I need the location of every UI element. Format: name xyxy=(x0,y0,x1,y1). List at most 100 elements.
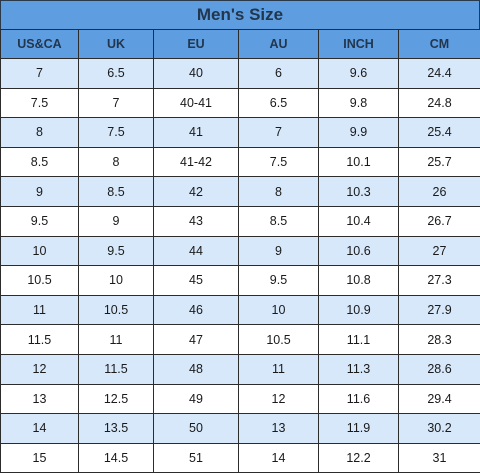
cell-eu: 41 xyxy=(153,117,239,148)
cell-au: 9 xyxy=(238,235,319,267)
cell-us-ca: 10 xyxy=(0,235,79,267)
cell-inch: 11.9 xyxy=(318,413,399,444)
column-header-eu: EU xyxy=(153,29,239,59)
table-row: 12 11.5 48 11 11.3 28.6 xyxy=(0,353,480,385)
chart-title: Men's Size xyxy=(196,5,284,24)
cell-inch: 9.6 xyxy=(318,58,399,89)
cell-cm: 31 xyxy=(398,442,480,473)
cell-uk: 8.5 xyxy=(78,176,154,207)
cell-au: 6 xyxy=(238,58,319,89)
header-row: US&CA UK EU AU INCH CM xyxy=(0,29,480,59)
cell-inch: 10.1 xyxy=(318,146,399,178)
table-row: 11 10.5 46 10 10.9 27.9 xyxy=(0,294,480,326)
cell-au: 8 xyxy=(238,176,319,207)
cell-eu: 40-41 xyxy=(153,87,239,119)
cell-eu: 46 xyxy=(153,294,239,326)
cell-uk: 13.5 xyxy=(78,413,154,444)
cell-eu: 41-42 xyxy=(153,146,239,178)
cell-uk: 7 xyxy=(78,87,154,119)
cell-au: 11 xyxy=(238,353,319,385)
title-bar: Men's Size xyxy=(0,0,480,29)
cell-au: 14 xyxy=(238,442,319,473)
cell-uk: 10 xyxy=(78,265,154,296)
cell-cm: 27.9 xyxy=(398,294,480,326)
cell-us-ca: 7.5 xyxy=(0,87,79,119)
cell-inch: 11.3 xyxy=(318,353,399,385)
cell-us-ca: 14 xyxy=(0,413,79,444)
cell-eu: 50 xyxy=(153,413,239,444)
cell-inch: 11.6 xyxy=(318,383,399,415)
cell-us-ca: 10.5 xyxy=(0,265,79,296)
cell-inch: 12.2 xyxy=(318,442,399,473)
cell-eu: 43 xyxy=(153,205,239,237)
column-header-inch: INCH xyxy=(318,29,399,59)
cell-au: 6.5 xyxy=(238,87,319,119)
cell-cm: 24.8 xyxy=(398,87,480,119)
cell-cm: 26.7 xyxy=(398,205,480,237)
cell-inch: 10.9 xyxy=(318,294,399,326)
cell-us-ca: 9.5 xyxy=(0,205,79,237)
cell-cm: 26 xyxy=(398,176,480,207)
table-row: 13 12.5 49 12 11.6 29.4 xyxy=(0,383,480,415)
cell-eu: 47 xyxy=(153,324,239,355)
cell-inch: 11.1 xyxy=(318,324,399,355)
cell-us-ca: 8 xyxy=(0,117,79,148)
cell-cm: 27.3 xyxy=(398,265,480,296)
table-row: 10 9.5 44 9 10.6 27 xyxy=(0,235,480,267)
column-header-cm: CM xyxy=(398,29,480,59)
cell-cm: 28.3 xyxy=(398,324,480,355)
cell-eu: 44 xyxy=(153,235,239,267)
cell-eu: 42 xyxy=(153,176,239,207)
cell-cm: 25.7 xyxy=(398,146,480,178)
table-row: 11.5 11 47 10.5 11.1 28.3 xyxy=(0,324,480,355)
table-row: 7 6.5 40 6 9.6 24.4 xyxy=(0,58,480,89)
cell-us-ca: 13 xyxy=(0,383,79,415)
table-row: 14 13.5 50 13 11.9 30.2 xyxy=(0,413,480,444)
table-row: 9.5 9 43 8.5 10.4 26.7 xyxy=(0,205,480,237)
cell-uk: 14.5 xyxy=(78,442,154,473)
cell-us-ca: 8.5 xyxy=(0,146,79,178)
cell-eu: 40 xyxy=(153,58,239,89)
cell-uk: 6.5 xyxy=(78,58,154,89)
cell-inch: 9.8 xyxy=(318,87,399,119)
column-header-us-ca: US&CA xyxy=(0,29,79,59)
cell-us-ca: 12 xyxy=(0,353,79,385)
cell-inch: 10.3 xyxy=(318,176,399,207)
cell-uk: 9 xyxy=(78,205,154,237)
cell-cm: 29.4 xyxy=(398,383,480,415)
cell-inch: 10.4 xyxy=(318,205,399,237)
cell-us-ca: 11.5 xyxy=(0,324,79,355)
cell-inch: 9.9 xyxy=(318,117,399,148)
cell-cm: 28.6 xyxy=(398,353,480,385)
cell-uk: 10.5 xyxy=(78,294,154,326)
table-row: 9 8.5 42 8 10.3 26 xyxy=(0,176,480,207)
cell-au: 7.5 xyxy=(238,146,319,178)
table-body: 7 6.5 40 6 9.6 24.4 7.5 7 40-41 6.5 9.8 24.8 8 7.5 41 7… xyxy=(0,58,480,473)
table-row: 8 7.5 41 7 9.9 25.4 xyxy=(0,117,480,148)
cell-uk: 11.5 xyxy=(78,353,154,385)
cell-uk: 8 xyxy=(78,146,154,178)
cell-inch: 10.6 xyxy=(318,235,399,267)
cell-au: 12 xyxy=(238,383,319,415)
cell-uk: 9.5 xyxy=(78,235,154,267)
cell-eu: 49 xyxy=(153,383,239,415)
cell-us-ca: 7 xyxy=(0,58,79,89)
cell-cm: 30.2 xyxy=(398,413,480,444)
cell-uk: 12.5 xyxy=(78,383,154,415)
table-row: 7.5 7 40-41 6.5 9.8 24.8 xyxy=(0,87,480,119)
cell-eu: 48 xyxy=(153,353,239,385)
table-row: 15 14.5 51 14 12.2 31 xyxy=(0,442,480,473)
cell-inch: 10.8 xyxy=(318,265,399,296)
cell-au: 10 xyxy=(238,294,319,326)
cell-uk: 11 xyxy=(78,324,154,355)
table-row: 10.5 10 45 9.5 10.8 27.3 xyxy=(0,265,480,296)
cell-us-ca: 9 xyxy=(0,176,79,207)
cell-uk: 7.5 xyxy=(78,117,154,148)
cell-cm: 24.4 xyxy=(398,58,480,89)
cell-au: 13 xyxy=(238,413,319,444)
cell-au: 9.5 xyxy=(238,265,319,296)
cell-au: 10.5 xyxy=(238,324,319,355)
cell-au: 7 xyxy=(238,117,319,148)
cell-au: 8.5 xyxy=(238,205,319,237)
